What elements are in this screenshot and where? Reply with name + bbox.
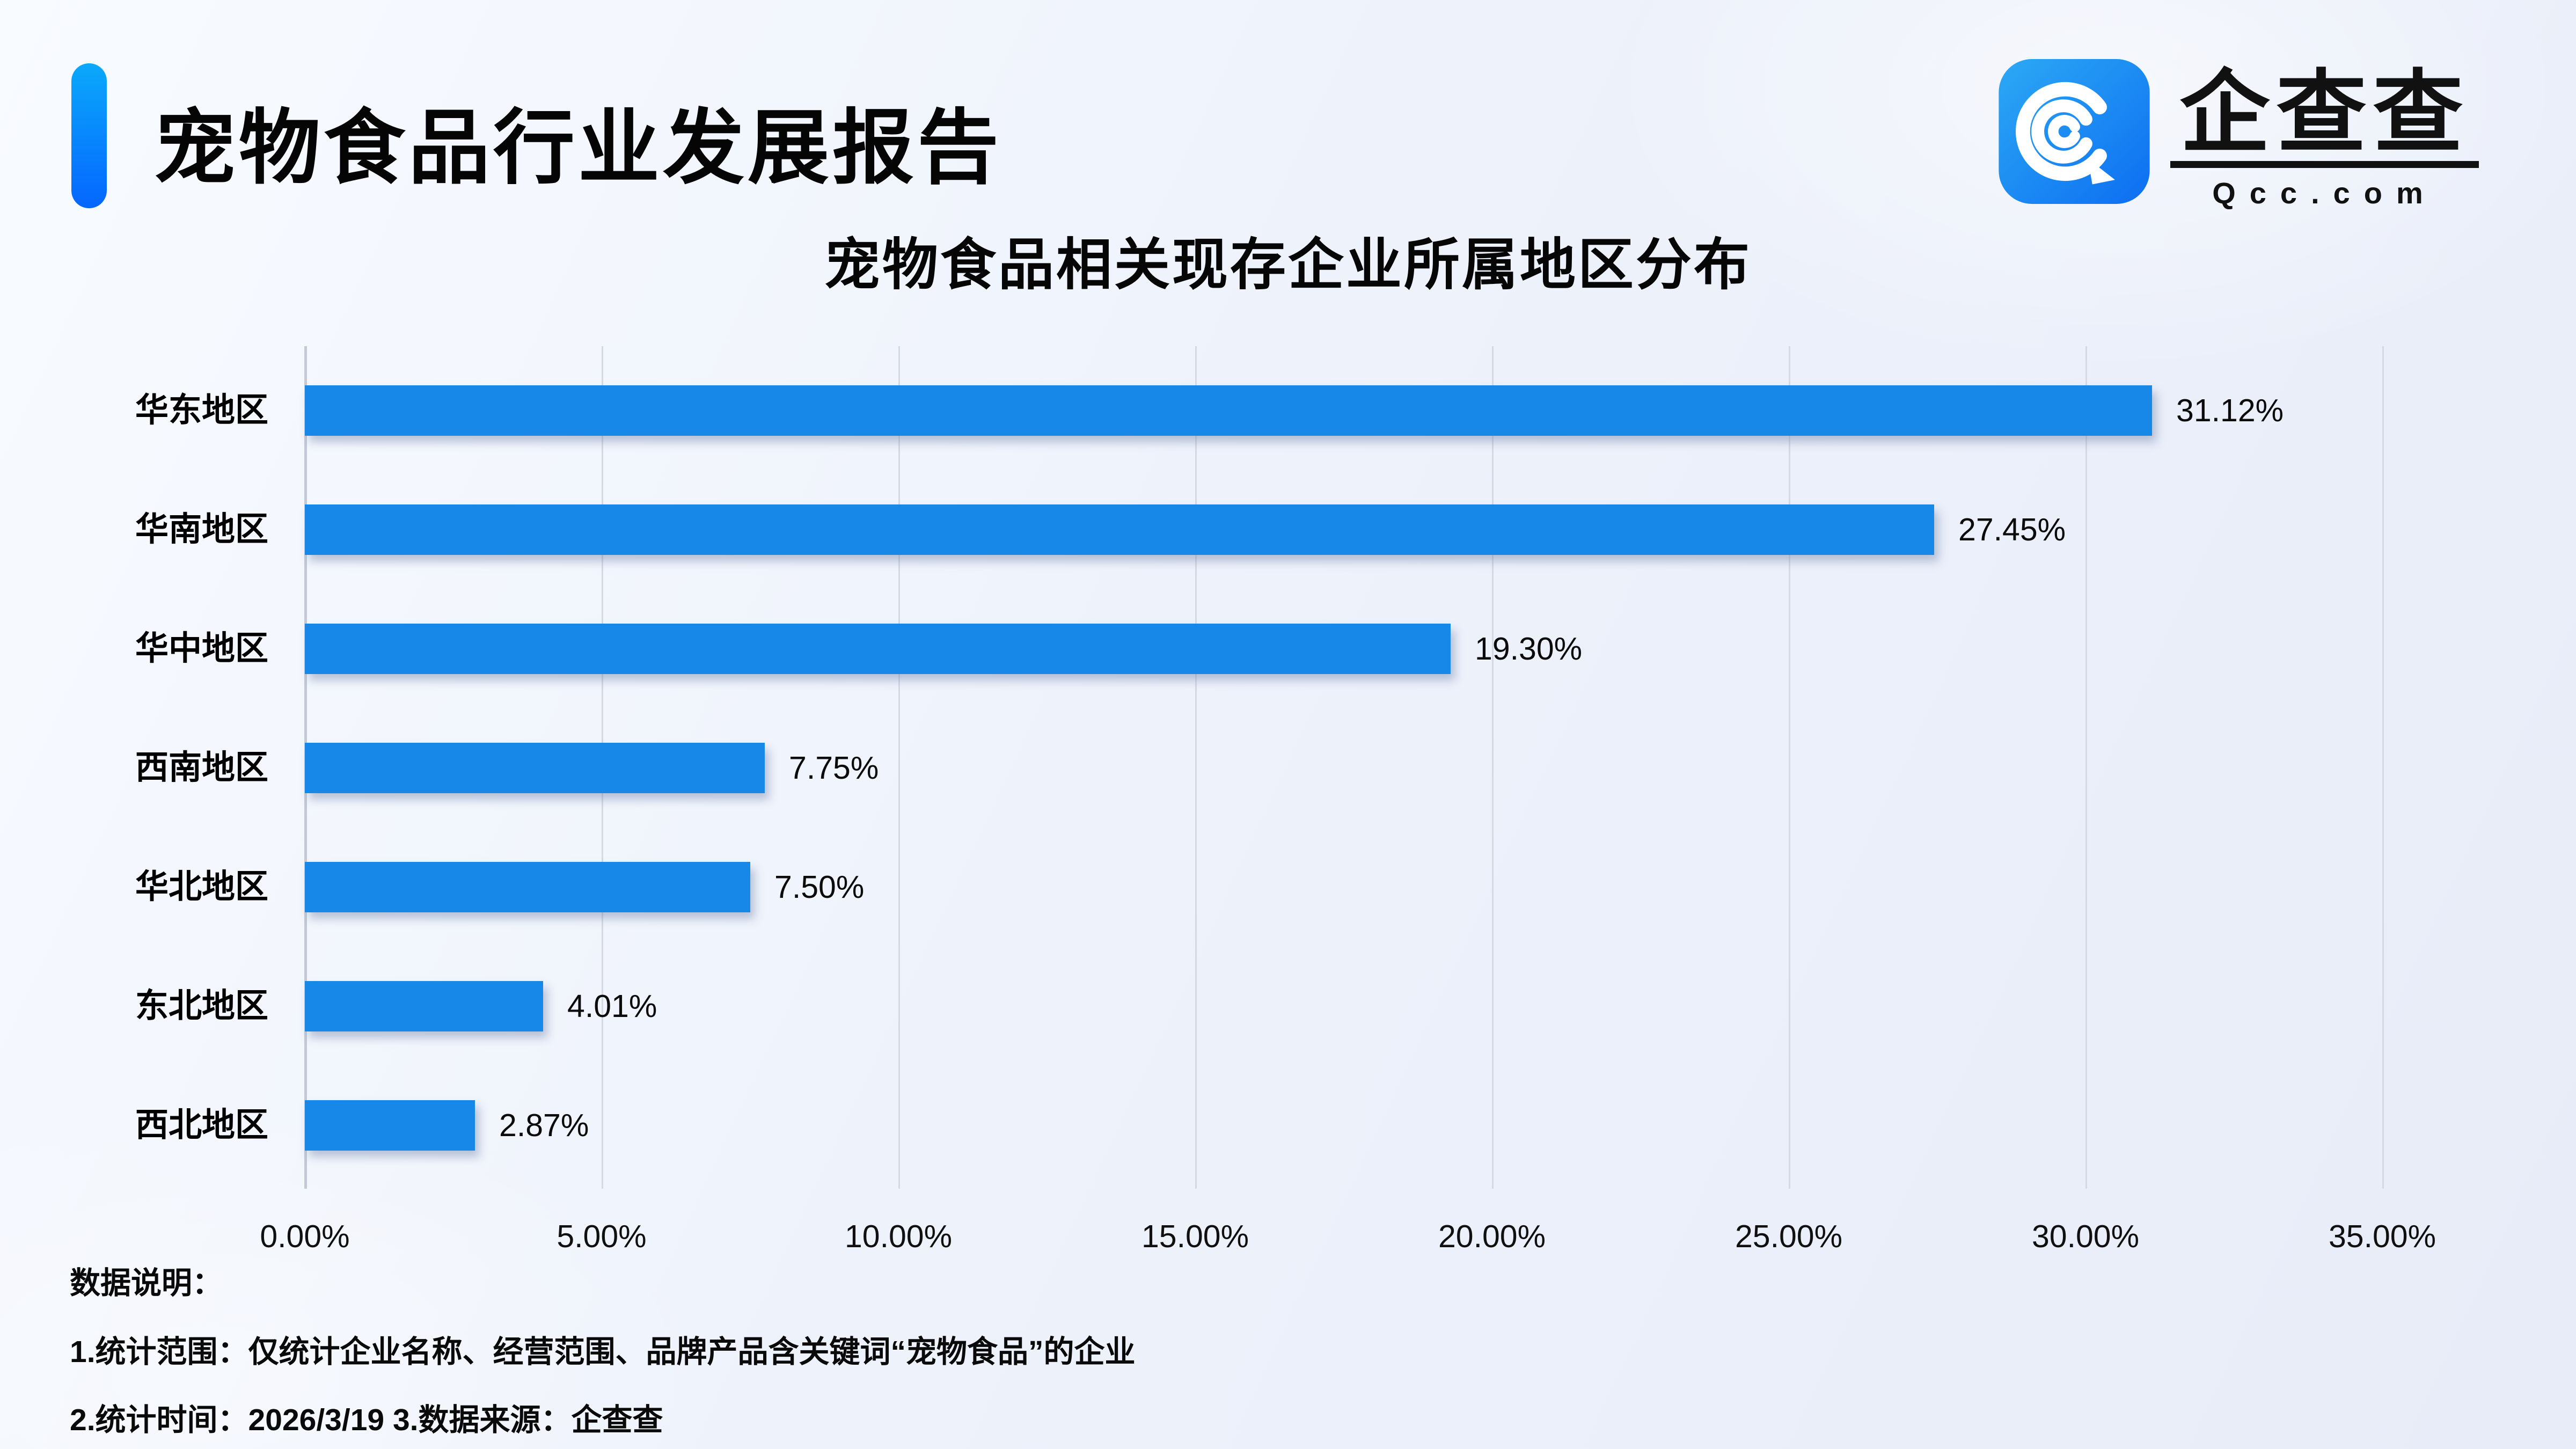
qcc-logo-underline — [2170, 161, 2479, 168]
bar-value-label: 27.45% — [1958, 512, 2066, 547]
bar — [305, 624, 1451, 674]
footer-heading: 数据说明： — [70, 1266, 223, 1300]
bar — [305, 1100, 475, 1151]
page-title: 宠物食品行业发展报告 — [154, 103, 1002, 194]
qcc-logo-icon — [1999, 59, 2150, 204]
x-tick-label: 0.00% — [260, 1219, 350, 1254]
bar-value-label: 7.50% — [774, 869, 865, 905]
chart-title: 宠物食品相关现存企业所属地区分布 — [824, 234, 1752, 296]
qcc-logo-domain: Qcc.com — [2212, 176, 2437, 210]
bar-value-label: 2.87% — [499, 1108, 589, 1143]
bar — [305, 504, 1934, 555]
footer-note-date-source: 2.统计时间：2026/3/19 3.数据来源：企查查 — [70, 1403, 663, 1437]
grid-line — [2382, 346, 2384, 1189]
category-label: 华南地区 — [135, 511, 268, 548]
plot-area: 0.00% 5.00% 10.00% 15.00% 20.00% 25.00% 30.00%… — [260, 346, 2436, 1254]
x-tick-label: 15.00% — [1141, 1219, 1249, 1254]
category-label: 西南地区 — [135, 749, 268, 786]
category-label: 华北地区 — [135, 868, 268, 905]
x-tick-label: 35.00% — [2328, 1219, 2436, 1254]
category-label: 华东地区 — [135, 392, 268, 429]
grid-line — [2085, 346, 2087, 1189]
bar-value-label: 19.30% — [1475, 631, 1583, 667]
category-label: 东北地区 — [135, 987, 268, 1024]
grid-line — [1195, 346, 1197, 1189]
x-tick-label: 10.00% — [844, 1219, 953, 1254]
bar-value-label: 31.12% — [2176, 393, 2284, 428]
bar-value-label: 7.75% — [789, 750, 879, 786]
qcc-logo: 企查查 Qcc.com — [1999, 59, 2479, 210]
category-label: 西北地区 — [135, 1107, 268, 1144]
bar-value-label: 4.01% — [567, 989, 657, 1024]
category-label: 华中地区 — [135, 630, 268, 667]
bar — [305, 743, 765, 793]
bar — [305, 385, 2152, 436]
grid-line — [1789, 346, 1790, 1189]
footer-note-scope: 1.统计范围：仅统计企业名称、经营范围、品牌产品含关键词“宠物食品”的企业 — [70, 1335, 1136, 1369]
grid-line — [1492, 346, 1494, 1189]
qcc-logo-text: 企查查 Qcc.com — [2170, 59, 2479, 210]
bar-chart: 0.00% 5.00% 10.00% 15.00% 20.00% 25.00% 30.00%… — [0, 346, 2576, 1254]
qcc-logo-name: 企查查 — [2179, 62, 2470, 163]
grid-line — [898, 346, 900, 1189]
bar — [305, 981, 543, 1031]
x-tick-label: 30.00% — [2031, 1219, 2140, 1254]
bar — [305, 862, 750, 912]
x-tick-label: 5.00% — [557, 1219, 647, 1254]
x-tick-label: 20.00% — [1438, 1219, 1546, 1254]
x-tick-label: 25.00% — [1735, 1219, 1843, 1254]
title-accent-bar — [71, 63, 107, 208]
